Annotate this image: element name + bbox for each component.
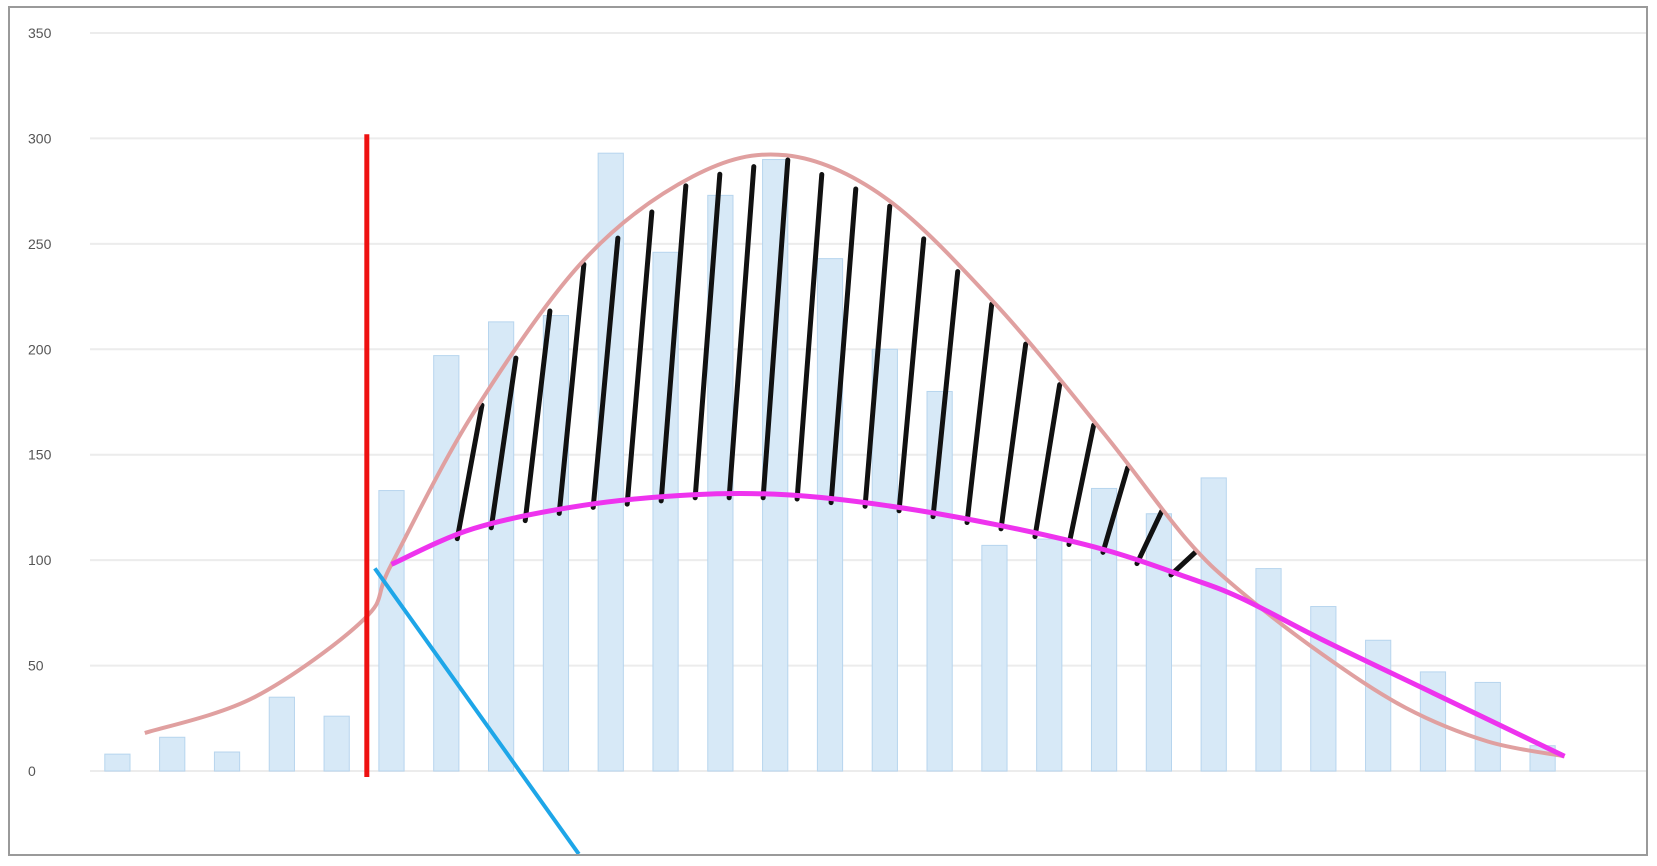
- gridlines: [90, 32, 1646, 772]
- hatch-line: [692, 171, 723, 501]
- hatch-line: [964, 301, 995, 526]
- bar: [542, 315, 570, 772]
- hatch-line: [624, 209, 655, 507]
- bar: [871, 348, 898, 772]
- bar: [1310, 606, 1337, 772]
- bar: [213, 751, 241, 772]
- y-tick-label: 300: [28, 130, 52, 146]
- y-axis-ticks: 0 50 100 150 200 250 300 350: [28, 25, 52, 779]
- bar: [1036, 538, 1063, 772]
- bar: [433, 355, 460, 772]
- hatch-line: [1066, 422, 1097, 548]
- bars: [104, 152, 1556, 772]
- hatch-line: [1032, 382, 1063, 540]
- hatch-line: [896, 236, 927, 514]
- hatch-line: [590, 235, 621, 510]
- hatch-line: [556, 261, 587, 516]
- hatch-lines: [454, 157, 1199, 578]
- bar: [323, 715, 350, 772]
- hatch-line: [1100, 465, 1131, 555]
- chart-frame: 0 50 100 150 200 250 300 350: [8, 6, 1648, 856]
- bar: [268, 696, 295, 772]
- hatch-line: [488, 355, 519, 531]
- y-tick-label: 350: [28, 25, 52, 41]
- bar: [1145, 513, 1172, 772]
- bar: [1365, 639, 1392, 772]
- pointer-line: [373, 567, 581, 854]
- hatch-line: [522, 308, 553, 524]
- hatch-line: [862, 203, 893, 509]
- bar: [1255, 568, 1282, 772]
- bar: [104, 753, 131, 772]
- hatch-line: [930, 269, 961, 520]
- bar: [1090, 487, 1118, 772]
- bar: [378, 490, 405, 772]
- y-tick-label: 0: [28, 763, 36, 779]
- y-tick-label: 100: [28, 552, 52, 568]
- hatch-line: [1134, 508, 1165, 567]
- hatch-line: [760, 157, 791, 501]
- skewed-curve: [390, 490, 1566, 759]
- hatch-line: [726, 164, 757, 501]
- y-tick-label: 200: [28, 341, 52, 357]
- bar: [1200, 477, 1227, 772]
- bar: [159, 736, 186, 772]
- y-tick-label: 150: [28, 447, 52, 463]
- bar: [816, 258, 844, 772]
- bar: [597, 152, 624, 772]
- hatch-line: [828, 186, 859, 506]
- y-tick-label: 250: [28, 236, 52, 252]
- bar: [981, 544, 1008, 772]
- hatch-line: [454, 402, 485, 542]
- hatch-line: [998, 341, 1029, 532]
- y-tick-label: 50: [28, 658, 44, 674]
- hatch-line: [658, 183, 689, 504]
- hatch-line: [794, 172, 825, 502]
- bar-chart: 0 50 100 150 200 250 300 350: [28, 25, 1646, 854]
- bar: [1474, 681, 1501, 772]
